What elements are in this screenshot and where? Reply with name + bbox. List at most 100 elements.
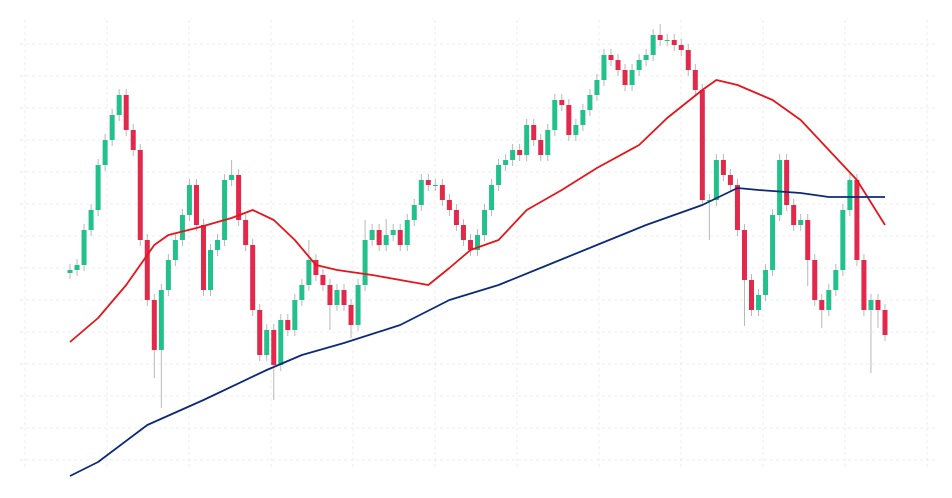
moving-average-line (69, 187, 885, 477)
candle-body (791, 205, 797, 225)
candle-body (482, 210, 488, 235)
candle-body (833, 270, 839, 290)
candle-body (475, 235, 480, 250)
candle-body (489, 185, 495, 210)
candle-body (404, 220, 410, 245)
candle-body (643, 55, 649, 60)
candle-body (208, 250, 214, 290)
candle-body (657, 35, 663, 40)
candle-body (720, 160, 726, 175)
candle-body (376, 230, 382, 245)
candle-body (763, 270, 769, 295)
candle-body (439, 185, 445, 200)
candle-body (601, 55, 607, 80)
candle-body (770, 215, 776, 270)
candle-body (706, 200, 712, 201)
candle-body (467, 240, 473, 250)
candle-body (327, 285, 333, 305)
candle-body (685, 50, 691, 70)
candle-body (741, 230, 747, 280)
candle-body (847, 180, 853, 210)
candle-body (278, 320, 284, 365)
candle-body (179, 215, 185, 240)
candle-body (573, 125, 579, 135)
candle-body (292, 300, 298, 330)
candle-body (756, 295, 762, 310)
candle-body (608, 55, 614, 60)
candle-body (425, 180, 431, 185)
candle-body (840, 210, 846, 270)
candle-body (165, 260, 171, 290)
candle-body (81, 230, 87, 265)
candle-body (299, 285, 305, 300)
moving-average-line (69, 79, 886, 343)
candle-body (67, 270, 73, 273)
candle-body (524, 125, 530, 155)
candle-body (341, 290, 347, 305)
candle-body (699, 90, 705, 200)
candle-body (320, 275, 326, 285)
candle-body (517, 150, 523, 155)
candle-body (222, 180, 228, 240)
candle-body (271, 330, 277, 365)
candle-body (510, 150, 516, 160)
candle-body (496, 165, 502, 185)
candle-body (109, 115, 115, 140)
candle-body (727, 175, 733, 185)
candle-body (819, 300, 825, 310)
candle-body (854, 180, 860, 260)
candle-body (383, 235, 389, 245)
candle-body (671, 40, 677, 45)
candle-body (432, 185, 438, 186)
candle-body (285, 320, 291, 330)
candle-body (229, 175, 235, 180)
candle-body (200, 225, 206, 290)
candle-body (446, 200, 452, 210)
candle-body (798, 220, 804, 225)
candle-body (622, 70, 628, 85)
candle-body (137, 150, 143, 240)
candle-body (559, 100, 565, 105)
candle-body (460, 225, 466, 240)
candle-body (453, 210, 459, 225)
candle-body (123, 95, 129, 130)
candle-body (215, 240, 221, 250)
candle-body (411, 205, 417, 220)
candle-body (875, 300, 881, 310)
candle-body (95, 165, 101, 210)
candle-body (151, 300, 157, 350)
candle-body (334, 290, 340, 305)
candle-body (882, 310, 888, 335)
candle-body (664, 40, 670, 41)
candle-body (74, 265, 80, 270)
candle-body (784, 160, 790, 205)
candle-body (257, 310, 263, 355)
candle-body (243, 220, 249, 245)
candle-body (130, 130, 136, 150)
candle-body (355, 285, 361, 325)
candle-body (116, 95, 122, 115)
candle-body (158, 290, 164, 350)
candle-body (692, 70, 698, 90)
candle-body (193, 185, 199, 225)
candle-body (777, 160, 783, 215)
candle-body (172, 240, 178, 260)
candle-body (531, 125, 537, 140)
candle-body (102, 140, 108, 165)
candle-body (587, 95, 593, 110)
candle-body (144, 240, 150, 300)
candle-body (369, 230, 375, 240)
candle-body (538, 140, 544, 155)
candle-body (503, 160, 509, 165)
candle-body (812, 260, 818, 300)
candle-body (88, 210, 94, 230)
candle-body (418, 180, 424, 205)
candle-body (594, 80, 600, 95)
candle-body (749, 280, 755, 310)
candle-body (734, 185, 740, 230)
candle-body (868, 300, 874, 310)
candle-body (552, 100, 558, 130)
candle-body (678, 45, 684, 50)
